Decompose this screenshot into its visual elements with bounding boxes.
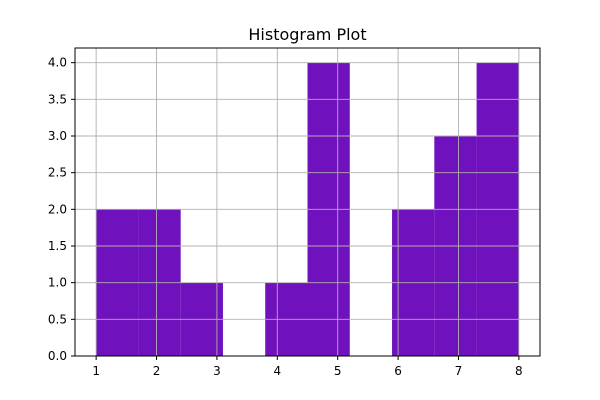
- x-tick-label: 8: [515, 364, 523, 378]
- y-tick-label: 4.0: [48, 56, 67, 70]
- x-tick-label: 7: [455, 364, 463, 378]
- x-axis-ticks: 1 2 3 4 5 6 7 8: [92, 356, 523, 378]
- x-tick-label: 1: [92, 364, 100, 378]
- y-tick-label: 2.0: [48, 202, 67, 216]
- axes: [74, 47, 541, 357]
- x-tick-label: 4: [273, 364, 281, 378]
- y-tick-label: 1.5: [48, 239, 67, 253]
- y-tick-label: 3.0: [48, 129, 67, 143]
- x-tick-label: 3: [213, 364, 221, 378]
- x-tick-label: 2: [153, 364, 161, 378]
- grid-lines: [75, 48, 540, 357]
- y-tick-label: 0.0: [48, 349, 67, 363]
- y-tick-label: 0.5: [48, 312, 67, 326]
- y-axis-ticks: 0.0 0.5 1.0 1.5 2.0 2.5 3.0 3.5 4.0: [48, 56, 75, 363]
- y-tick-label: 1.0: [48, 276, 67, 290]
- y-tick-label: 3.5: [48, 92, 67, 106]
- plot-frame: [74, 47, 541, 357]
- y-tick-label: 2.5: [48, 166, 67, 180]
- x-tick-label: 5: [334, 364, 342, 378]
- x-tick-label: 6: [394, 364, 402, 378]
- chart-title: Histogram Plot: [248, 25, 366, 44]
